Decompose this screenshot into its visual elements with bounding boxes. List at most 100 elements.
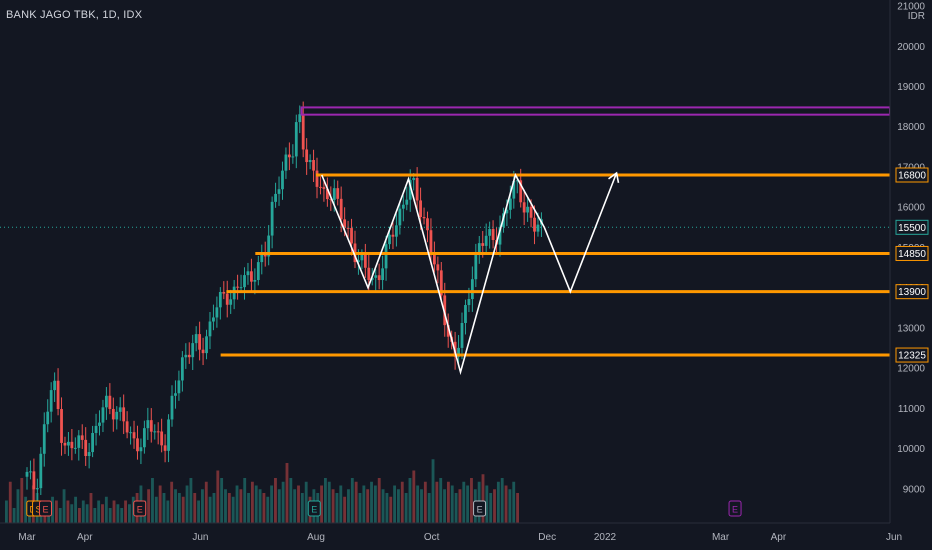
volume-bar — [512, 481, 516, 523]
level-tag — [895, 347, 929, 363]
volume-bar — [370, 481, 373, 523]
price-tick-label: 13000 — [897, 323, 925, 334]
time-tick-label: Jun — [886, 532, 902, 543]
volume-bar — [78, 508, 81, 523]
candle-body — [522, 202, 526, 213]
volume-bar — [397, 489, 400, 523]
level-tag — [895, 284, 929, 300]
volume-bar — [508, 489, 512, 523]
volume-bar — [270, 485, 274, 523]
candle-body — [160, 431, 164, 446]
candle-body — [443, 295, 447, 326]
candles — [0, 101, 890, 501]
candle-body — [267, 235, 271, 257]
volume-bar — [423, 481, 427, 523]
resistance-band-rect — [300, 106, 891, 116]
candle-body — [308, 160, 312, 163]
volume-bar — [166, 500, 170, 523]
volume-bar — [120, 508, 124, 523]
volume-bar — [462, 481, 466, 523]
candle-body — [284, 154, 288, 171]
candle-body — [343, 219, 347, 228]
candle-body — [32, 471, 36, 490]
currency-label: IDR — [908, 11, 925, 22]
candle-body — [474, 252, 478, 280]
volume-bar — [24, 496, 28, 523]
volume-bar — [377, 478, 381, 523]
candle-body — [136, 438, 139, 452]
price-tick-label: 12000 — [897, 364, 925, 375]
time-tick-label: Apr — [771, 532, 787, 543]
event-markers[interactable]: DSEEEEE — [26, 500, 742, 517]
candle-body — [350, 228, 353, 244]
last-price-tag-label: 15500 — [898, 223, 926, 234]
price-axis[interactable]: 9000100001100012000130001400015000160001… — [889, 0, 932, 550]
candle-body — [91, 432, 94, 453]
support-resistance-levels[interactable] — [220, 173, 890, 357]
event-marker-letter: E — [732, 505, 738, 515]
candle-body — [291, 156, 295, 158]
candle-body — [460, 323, 464, 348]
candle-body — [177, 380, 181, 394]
volume-bar — [323, 478, 327, 523]
event-marker — [38, 500, 52, 517]
candle-body — [515, 180, 519, 182]
time-tick-label: Aug — [307, 532, 325, 543]
time-tick-label: Dec — [538, 532, 556, 543]
candle-body — [508, 198, 512, 210]
volume-bar — [404, 493, 408, 523]
volume-bar — [174, 489, 177, 523]
candle-body — [370, 277, 374, 280]
candle-body — [339, 198, 343, 220]
price-tick-label: 18000 — [897, 122, 925, 133]
candle-body — [73, 447, 77, 449]
candle-body — [277, 189, 281, 194]
candle-body — [125, 421, 129, 433]
price-tick-label: 9000 — [903, 484, 926, 495]
candle-body — [436, 264, 440, 271]
candle-body — [412, 177, 416, 181]
price-tick-label: 16000 — [897, 203, 925, 214]
candle-body — [287, 154, 291, 158]
volume-bar — [154, 496, 158, 523]
candle-body — [153, 431, 157, 433]
candle-body — [377, 275, 381, 281]
projection-path[interactable] — [321, 171, 620, 376]
volume-bar — [481, 474, 485, 523]
price-tick-label: 11000 — [898, 404, 926, 415]
volume-bar — [104, 496, 108, 523]
volume-bar — [204, 481, 208, 523]
volume-bar — [274, 478, 277, 523]
volume-bar — [216, 470, 220, 523]
candle-body — [446, 325, 450, 337]
time-tick-label: Mar — [18, 532, 36, 543]
candle-body — [405, 199, 409, 205]
candle-body — [305, 149, 309, 163]
volume-bar — [62, 489, 66, 523]
candle-body — [519, 180, 523, 203]
volume-bar — [420, 489, 423, 523]
candle-body — [46, 411, 50, 425]
candle-body — [360, 254, 364, 261]
volume-bar — [439, 478, 443, 523]
volume-bar — [54, 500, 58, 523]
volume-bar — [12, 508, 16, 523]
volume-bar — [504, 485, 508, 523]
level-tag-label: 13900 — [898, 287, 926, 298]
time-axis[interactable]: Mar Apr Jun Aug Oct Dec 2022 Mar Apr Jun — [0, 522, 902, 543]
volume-bar — [281, 481, 285, 523]
candle-body — [315, 170, 319, 187]
event-marker-letter: E — [477, 505, 483, 515]
volume-bar — [485, 485, 489, 523]
candle-body — [139, 447, 143, 452]
volume-bar — [101, 504, 104, 523]
candle-body — [184, 354, 188, 358]
candle-body — [426, 218, 429, 231]
volume-bar — [354, 481, 358, 523]
volume-bar — [446, 481, 450, 523]
candle-body — [56, 380, 60, 410]
volume-bar — [247, 493, 250, 523]
candle-body — [505, 209, 509, 214]
volume-bar — [470, 478, 473, 523]
